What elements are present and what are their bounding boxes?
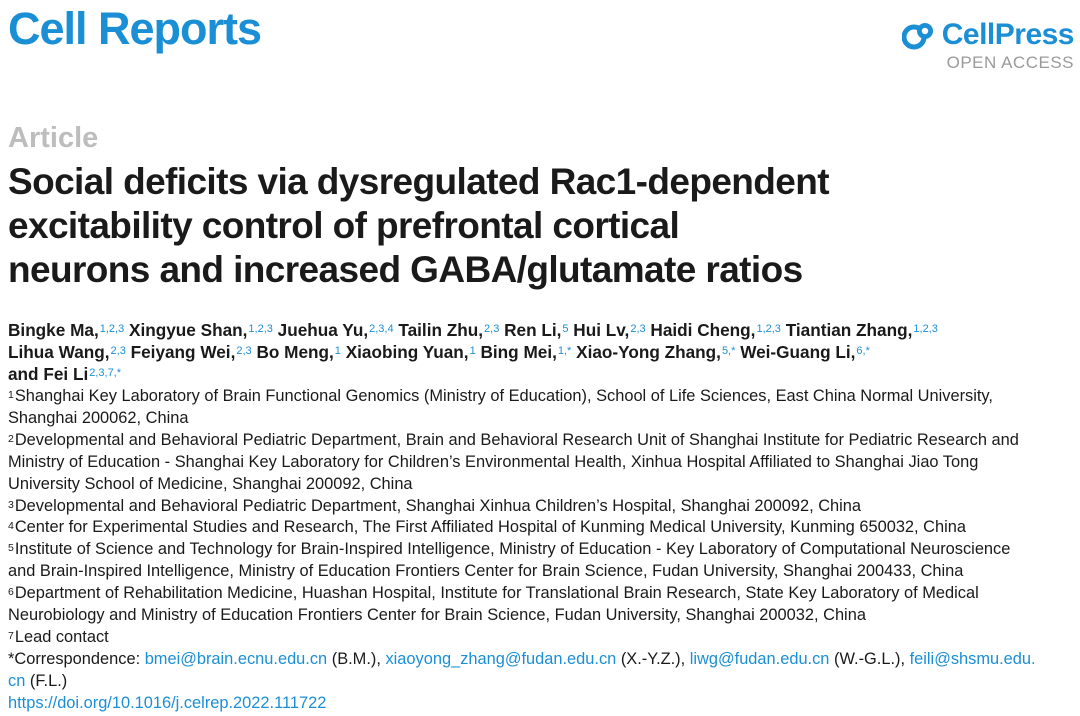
publisher-name: CellPress	[941, 18, 1075, 51]
affiliation-2-cont: University School of Medicine, Shanghai …	[8, 474, 413, 493]
author-name: Xingyue Shan,	[128, 320, 248, 340]
author-name: Tailin Zhu,	[398, 320, 484, 340]
author-name: Juehua Yu,	[277, 320, 369, 340]
author-affil-sup: 6,*	[856, 345, 870, 357]
author-name: Bo Meng,	[256, 342, 334, 362]
title-line: excitability control of prefrontal corti…	[8, 205, 680, 246]
author-affil-sup: 1,*	[557, 345, 572, 357]
author-affil-sup: 1,2,3	[913, 323, 938, 335]
doi: https://doi.org/10.1016/j.celrep.2022.11…	[8, 693, 1080, 715]
author-affil-sup: 2,3,4	[369, 323, 394, 335]
affiliation-1-cont: Shanghai 200062, China	[8, 408, 189, 427]
author-affil-sup: 2,3	[110, 345, 126, 357]
author-affil-sup: 5,*	[721, 345, 736, 357]
author-affil-sup: 2,3,7,*	[89, 367, 122, 379]
affiliation-2: 2Developmental and Behavioral Pediatric …	[8, 430, 1019, 449]
doi-link[interactable]: https://doi.org/10.1016/j.celrep.2022.11…	[8, 693, 327, 712]
correspondence: *Correspondence: bmei@brain.ecnu.edu.cn …	[8, 649, 1080, 671]
author-name: Lihua Wang,	[8, 342, 110, 362]
affiliation-5: 5Institute of Science and Technology for…	[8, 540, 1011, 559]
author-name: Xiao-Yong Zhang,	[576, 342, 721, 362]
email-link[interactable]: feili@shsmu.edu.	[909, 649, 1036, 668]
author-name: Bingke Ma,	[8, 320, 99, 340]
affiliation-6: 6Department of Rehabilitation Medicine, …	[8, 584, 979, 603]
author-list: Bingke Ma,1,2,3 Xingyue Shan,1,2,3 Juehu…	[8, 319, 1078, 385]
title-line: Social deficits via dysregulated Rac1-de…	[8, 161, 830, 202]
author-name: Bing Mei,	[480, 342, 557, 362]
author-name: Xiaobing Yuan,	[345, 342, 469, 362]
author-affil-sup: 2,3	[484, 323, 500, 335]
author-name: Feiyang Wei,	[130, 342, 236, 362]
author-name: Hui Lv,	[573, 320, 630, 340]
author-affil-sup: 1,2,3	[248, 323, 273, 335]
author-initials: (X.-Y.Z.),	[620, 649, 686, 668]
author-name: Ren Li,	[504, 320, 562, 340]
affiliation-6-cont: Neurobiology and Ministry of Education F…	[8, 606, 866, 625]
cellpress-logo-icon	[901, 23, 933, 50]
email-link[interactable]: liwg@fudan.edu.cn	[689, 649, 830, 668]
author-name: and Fei Li	[8, 364, 89, 384]
affiliation-2-cont: Ministry of Education - Shanghai Key Lab…	[8, 452, 979, 471]
publisher-block: CellPress OPEN ACCESS	[901, 18, 1075, 73]
affiliation-3: 3Developmental and Behavioral Pediatric …	[8, 496, 862, 515]
open-access-label: OPEN ACCESS	[946, 53, 1074, 72]
author-affil-sup: 5	[562, 323, 569, 335]
author-name: Wei-Guang Li,	[740, 342, 856, 362]
author-initials: (F.L.)	[29, 671, 68, 690]
article-title: Social deficits via dysregulated Rac1-de…	[8, 160, 1008, 292]
author-affil-sup: 1	[334, 345, 341, 357]
journal-name: Cell Reports	[8, 3, 262, 54]
author-affil-sup: 2,3	[630, 323, 646, 335]
affiliation-5-cont: and Brain-Inspired Intelligence, Ministr…	[8, 562, 964, 581]
email-link[interactable]: bmei@brain.ecnu.edu.cn	[144, 649, 328, 668]
title-line: neurons and increased GABA/glutamate rat…	[8, 249, 803, 290]
author-initials: (W.-G.L.),	[834, 649, 906, 668]
affiliation-1: 1Shanghai Key Laboratory of Brain Functi…	[8, 387, 993, 405]
correspondence-cont: cn (F.L.)	[8, 671, 1080, 693]
author-name: Haidi Cheng,	[650, 320, 756, 340]
email-link-cont[interactable]: cn	[8, 671, 26, 690]
author-affil-sup: 2,3	[236, 345, 252, 357]
author-initials: (B.M.),	[331, 649, 381, 668]
email-link[interactable]: xiaoyong_zhang@fudan.edu.cn	[385, 649, 617, 668]
author-name: Tiantian Zhang,	[785, 320, 913, 340]
affiliation-7: 7Lead contact	[8, 627, 109, 646]
author-affil-sup: 1,2,3	[99, 323, 125, 335]
article-type: Article	[8, 122, 99, 154]
author-affil-sup: 1,2,3	[756, 323, 781, 335]
correspondence-label: *Correspondence:	[8, 649, 141, 668]
affiliation-4: 4Center for Experimental Studies and Res…	[8, 518, 966, 537]
affiliations: 1Shanghai Key Laboratory of Brain Functi…	[8, 386, 1080, 715]
author-affil-sup: 1	[469, 345, 476, 357]
